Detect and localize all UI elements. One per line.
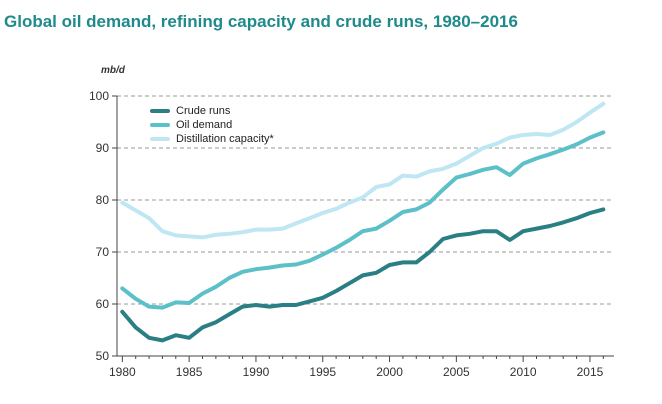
legend-swatch-oil-demand [150, 123, 170, 127]
legend-swatch-crude-runs [150, 109, 170, 113]
y-tick-label-50: 50 [96, 349, 110, 363]
y-axis-unit-label: mb/d [101, 65, 125, 76]
legend-label-oil-demand: Oil demand [176, 119, 233, 131]
legend-label-crude-runs: Crude runs [176, 105, 231, 117]
y-tick-label-60: 60 [96, 297, 110, 311]
x-tick-label-1980: 1980 [109, 365, 136, 379]
legend-item-oil-demand: Oil demand [150, 118, 274, 132]
legend-label-distillation-capacity: Distillation capacity* [176, 133, 274, 145]
legend-swatch-distillation-capacity [150, 137, 170, 141]
x-tick-label-1995: 1995 [309, 365, 336, 379]
x-tick-label-2000: 2000 [376, 365, 403, 379]
y-tick-label-80: 80 [96, 193, 110, 207]
legend-item-distillation-capacity: Distillation capacity* [150, 132, 274, 146]
chart-legend: Crude runs Oil demand Distillation capacit… [150, 104, 274, 146]
x-tick-label-1990: 1990 [243, 365, 270, 379]
series-line-oil-demand [120, 130, 606, 310]
legend-item-crude-runs: Crude runs [150, 104, 274, 118]
series-line-distillation-capacity [120, 101, 606, 240]
x-tick-label-2005: 2005 [443, 365, 470, 379]
x-tick-label-1985: 1985 [176, 365, 203, 379]
y-tick-label-90: 90 [96, 141, 110, 155]
x-tick-label-2010: 2010 [510, 365, 537, 379]
y-tick-label-100: 100 [89, 89, 109, 103]
chart-title: Global oil demand, refining capacity and… [4, 12, 518, 31]
series-line-crude-runs [120, 207, 606, 343]
y-tick-label-70: 70 [96, 245, 110, 259]
x-tick-label-2015: 2015 [577, 365, 604, 379]
